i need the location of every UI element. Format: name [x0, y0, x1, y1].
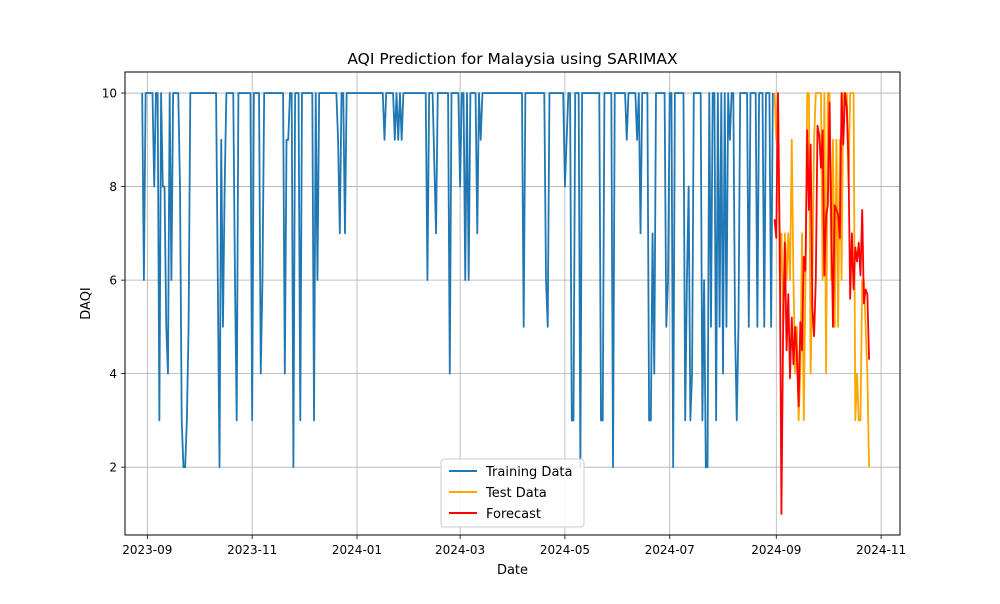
legend-frame [440, 458, 585, 528]
x-tick-label: 2023-11 [227, 543, 277, 557]
legend-label-training: Training Data [485, 465, 572, 480]
legend: Training Data Test Data Forecast [440, 458, 585, 528]
legend-label-test: Test Data [485, 486, 547, 501]
y-tick-label: 4 [109, 367, 117, 381]
x-tick-label: 2024-01 [332, 543, 382, 557]
y-tick-label: 10 [102, 87, 117, 101]
series-layer [141, 92, 870, 515]
y-axis-label: DAQI [79, 287, 94, 320]
y-tick-label: 2 [109, 461, 117, 475]
x-tick-label: 2024-05 [540, 543, 590, 557]
x-axis-label: Date [497, 563, 528, 578]
legend-label-forecast: Forecast [486, 507, 541, 522]
test-data-line [773, 92, 870, 468]
forecast-line [773, 92, 870, 515]
tick-layer: 2023-09 2023-11 2024-01 2024-03 2024-05 2024-… [102, 87, 906, 557]
y-tick-label: 8 [109, 180, 117, 194]
x-tick-label: 2024-07 [645, 543, 695, 557]
x-tick-label: 2023-09 [122, 543, 172, 557]
x-tick-label: 2024-11 [856, 543, 906, 557]
training-data-line [141, 92, 774, 469]
y-tick-label: 6 [109, 274, 117, 288]
chart-title: AQI Prediction for Malaysia using SARIMA… [347, 50, 678, 68]
plot-frame [124, 71, 901, 536]
x-tick-label: 2024-09 [751, 543, 801, 557]
x-tick-label: 2024-03 [435, 543, 485, 557]
